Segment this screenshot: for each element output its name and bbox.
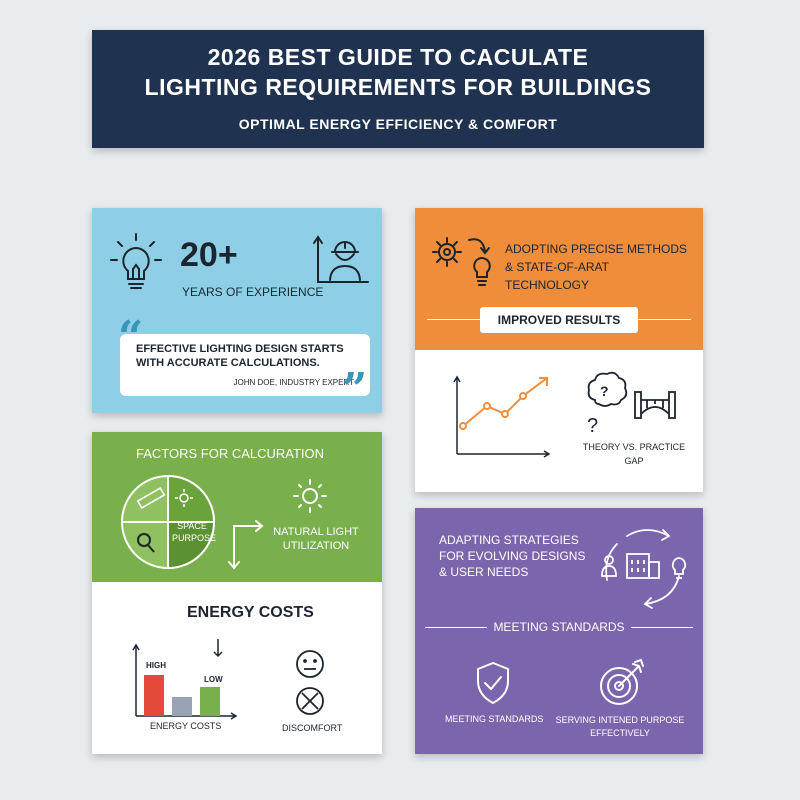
- strategies-heading: Adapting Strategies for Evolving Designs…: [439, 533, 586, 579]
- testimonial-author: John Doe, Industry Expert: [233, 378, 354, 387]
- testimonial-quote: Effective lighting design starts with ac…: [136, 343, 344, 369]
- bar-high-label: High: [146, 661, 166, 670]
- serving-purpose-label: Serving Intened Purpose Effectively: [555, 715, 685, 738]
- experience-stat: 20+: [180, 236, 238, 274]
- engineer-icon: [313, 235, 369, 283]
- testimonial-box: Effective lighting design starts with ac…: [120, 334, 370, 396]
- energy-costs-title: Energy Costs: [187, 604, 314, 621]
- ruler-icon: [136, 486, 166, 510]
- svg-text:?: ?: [600, 383, 609, 399]
- brain-question-icon: ? ?: [587, 371, 628, 437]
- meeting-standards-label: Meeting Standards: [445, 714, 544, 724]
- svg-text:?: ?: [587, 415, 598, 437]
- cycle-arrows-icon: [601, 529, 687, 609]
- theory-practice-gap-label: Theory vs. Practice Gap: [582, 442, 686, 466]
- methods-heading: Adopting Precise Methods & State-of-Arat…: [505, 242, 688, 292]
- magnifier-icon: [137, 533, 155, 553]
- down-arrow-icon: [213, 639, 223, 658]
- building-icon: [626, 553, 660, 579]
- bar-high: [144, 675, 164, 716]
- sun-icon: [293, 479, 327, 513]
- natural-light-label: Natural Light Utilization: [273, 526, 359, 552]
- quote-close-icon: ”: [342, 364, 368, 413]
- bar-low-label: Low: [204, 675, 223, 684]
- factors-title: Factors for Calcuration: [136, 446, 325, 461]
- meeting-standards-title: Meeting Standards: [415, 620, 703, 634]
- gear-icon: [432, 237, 491, 286]
- discomfort-label: Discomfort: [282, 723, 343, 733]
- factors-pie-icon: [121, 474, 216, 570]
- strategies-card: Adapting Strategies for Evolving Designs…: [415, 508, 703, 754]
- page-title-line-2: Lighting Requirements for Buildings: [144, 74, 652, 100]
- person-icon: [601, 555, 617, 577]
- lightbulb-icon: [110, 233, 162, 289]
- improved-results-badge: Improved Results: [480, 307, 638, 333]
- quote-open-icon: “: [118, 312, 144, 363]
- sun-icon: [175, 489, 193, 507]
- shield-check-icon: [477, 662, 509, 704]
- x-circle-icon: [296, 687, 324, 715]
- methods-card: Adopting Precise Methods & State-of-Arat…: [415, 208, 703, 492]
- space-purpose-label: Space Purpose: [172, 521, 217, 543]
- bar-axis-label: Energy Costs: [150, 721, 222, 731]
- experience-card: 20+ Years of Experience Effective lighti…: [92, 208, 382, 413]
- neutral-face-icon: [296, 650, 324, 678]
- experience-stat-label: Years of Experience: [182, 285, 324, 299]
- arrow-icon: [228, 520, 264, 570]
- target-icon: [600, 658, 644, 705]
- lightbulb-icon: [671, 557, 687, 579]
- energy-bar-chart: [132, 643, 238, 720]
- bridge-icon: [634, 391, 676, 419]
- line-chart-icon: [453, 375, 551, 458]
- header-banner: 2026 Best Guide to Caculate Lighting Req…: [92, 30, 704, 148]
- page-title-line-1: 2026 Best Guide to Caculate: [207, 44, 589, 70]
- bar-low: [200, 687, 220, 716]
- factors-card: Factors for Calcuration Space Purpose: [92, 432, 382, 754]
- page-subtitle: Optimal Energy Efficiency & Comfort: [238, 116, 558, 132]
- bar-mid: [172, 697, 192, 716]
